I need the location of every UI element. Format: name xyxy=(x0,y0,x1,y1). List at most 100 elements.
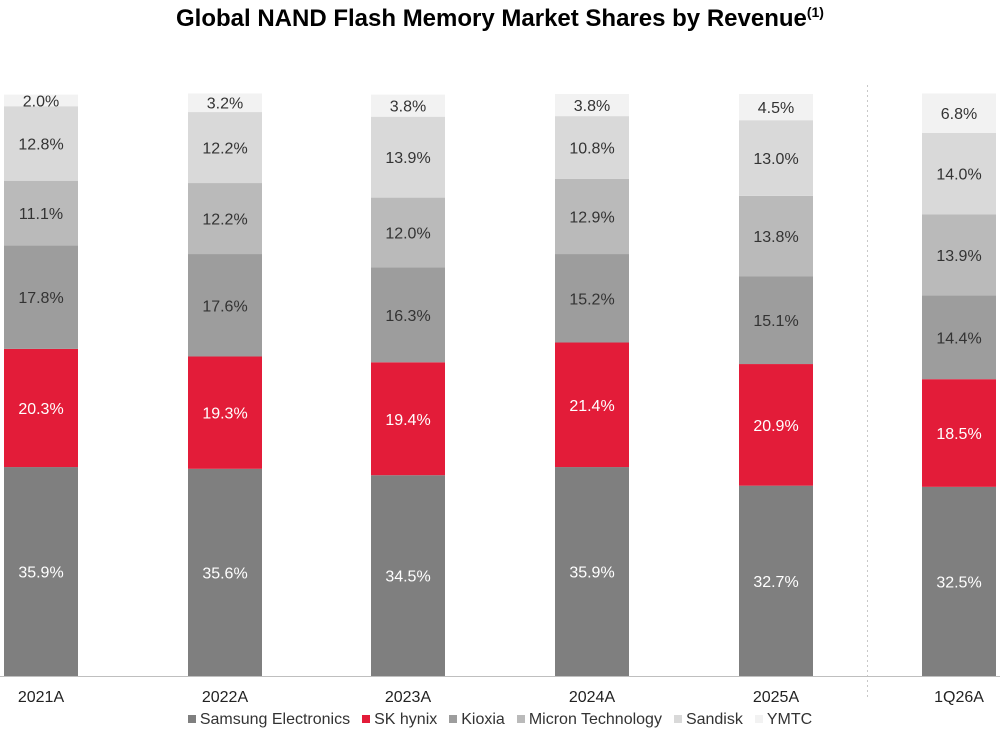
bar-segment xyxy=(922,214,996,296)
bar-value-label: 12.2% xyxy=(202,212,247,229)
bar-value-label: 34.5% xyxy=(385,569,430,586)
bar-segment xyxy=(739,485,813,676)
legend-item: SK hynix xyxy=(362,711,437,729)
bar-segment xyxy=(371,362,445,476)
bar-value-label: 13.9% xyxy=(936,248,981,265)
bar-value-label: 13.0% xyxy=(753,151,798,168)
bar-segment xyxy=(371,94,445,117)
bar-value-label: 3.8% xyxy=(574,98,610,115)
x-tick-label: 2022A xyxy=(202,689,249,706)
legend-label: Kioxia xyxy=(461,711,505,728)
bar-value-label: 12.8% xyxy=(18,136,63,153)
bar-value-label: 13.9% xyxy=(385,150,430,167)
x-tick-label: 2023A xyxy=(385,689,432,706)
bar-segment xyxy=(739,94,813,121)
bar-segment xyxy=(555,94,629,117)
bar-segment xyxy=(4,106,78,181)
bar-value-label: 16.3% xyxy=(385,308,430,325)
x-tick-label: 2024A xyxy=(569,689,616,706)
bar-value-label: 14.4% xyxy=(936,330,981,347)
bar-value-label: 17.6% xyxy=(202,298,247,315)
bar-segment xyxy=(188,468,262,676)
legend-swatch xyxy=(449,714,458,723)
chart-title: Global NAND Flash Memory Market Shares b… xyxy=(0,4,1000,33)
legend-item: YMTC xyxy=(754,711,813,729)
bar-value-label: 6.8% xyxy=(941,106,977,123)
bar-value-label: 12.2% xyxy=(202,141,247,158)
bar-value-label: 15.1% xyxy=(753,313,798,330)
bar-segment xyxy=(4,348,78,468)
bar-value-label: 19.3% xyxy=(202,406,247,423)
bar-value-label: 13.8% xyxy=(753,229,798,246)
legend-label: YMTC xyxy=(766,711,813,728)
legend-swatch xyxy=(362,714,371,723)
bar-value-label: 3.2% xyxy=(207,96,243,113)
bar-segment xyxy=(739,195,813,277)
bar-value-label: 2.0% xyxy=(23,93,59,110)
chart-title-text: Global NAND Flash Memory Market Shares b… xyxy=(176,5,807,32)
bar-segment xyxy=(371,197,445,268)
bar-value-label: 12.9% xyxy=(569,210,614,227)
legend-item: Micron Technology xyxy=(516,711,662,729)
bar-segment xyxy=(4,245,78,349)
bar-segment xyxy=(188,112,262,184)
bar-value-label: 17.8% xyxy=(18,290,63,307)
bar-value-label: 35.6% xyxy=(202,565,247,582)
bar-value-label: 35.9% xyxy=(569,565,614,582)
legend-swatch xyxy=(673,714,682,723)
legend-swatch xyxy=(516,714,525,723)
bar-value-label: 15.2% xyxy=(569,291,614,308)
legend-label: SK hynix xyxy=(374,711,438,728)
bar-value-label: 4.5% xyxy=(758,100,794,117)
bar-value-label: 18.5% xyxy=(936,426,981,443)
x-tick-label: 2021A xyxy=(18,689,65,706)
bar-segment xyxy=(188,183,262,255)
legend-label: Micron Technology xyxy=(528,711,662,728)
bar-segment xyxy=(188,254,262,357)
bar-value-label: 32.5% xyxy=(936,574,981,591)
bar-segment xyxy=(4,180,78,246)
bar-segment xyxy=(4,94,78,107)
bar-segment xyxy=(922,132,996,215)
bar-segment xyxy=(739,276,813,365)
chart-legend: Samsung Electronics SK hynix Kioxia Micron … xyxy=(0,711,1000,729)
bar-segment xyxy=(922,486,996,676)
chart-title-footnote: (1) xyxy=(806,4,824,20)
bar-segment xyxy=(922,93,996,133)
bar-value-label: 20.9% xyxy=(753,418,798,435)
legend-item: Samsung Electronics xyxy=(187,711,351,729)
bar-segment xyxy=(555,178,629,255)
x-tick-label: 2025A xyxy=(753,689,800,706)
bar-segment xyxy=(188,93,262,113)
bar-segment xyxy=(555,254,629,343)
bar-segment xyxy=(555,116,629,179)
bar-value-label: 32.7% xyxy=(753,574,798,591)
bar-value-label: 10.8% xyxy=(569,141,614,158)
x-tick-label: 1Q26A xyxy=(934,689,984,706)
bar-segment xyxy=(4,467,78,676)
bar-value-label: 12.0% xyxy=(385,226,430,243)
bar-segment xyxy=(371,267,445,363)
bar-segment xyxy=(922,295,996,380)
bar-value-label: 11.1% xyxy=(19,206,63,223)
bar-value-label: 20.3% xyxy=(18,401,63,418)
bar-segment xyxy=(555,342,629,468)
bar-value-label: 19.4% xyxy=(385,412,430,429)
bar-segment xyxy=(555,467,629,676)
legend-swatch xyxy=(187,714,196,723)
legend-label: Samsung Electronics xyxy=(199,711,351,728)
bar-segment xyxy=(739,120,813,196)
bar-segment xyxy=(371,475,445,676)
bar-segment xyxy=(739,364,813,486)
bar-segment xyxy=(188,356,262,469)
bar-value-label: 35.9% xyxy=(18,565,63,582)
bar-value-label: 21.4% xyxy=(569,398,614,415)
bar-value-label: 3.8% xyxy=(390,99,426,116)
legend-item: Kioxia xyxy=(449,711,505,729)
bar-value-label: 14.0% xyxy=(936,167,981,184)
legend-label: Sandisk xyxy=(685,711,743,728)
legend-item: Sandisk xyxy=(673,711,743,729)
bar-segment xyxy=(371,116,445,198)
legend-swatch xyxy=(754,714,763,723)
